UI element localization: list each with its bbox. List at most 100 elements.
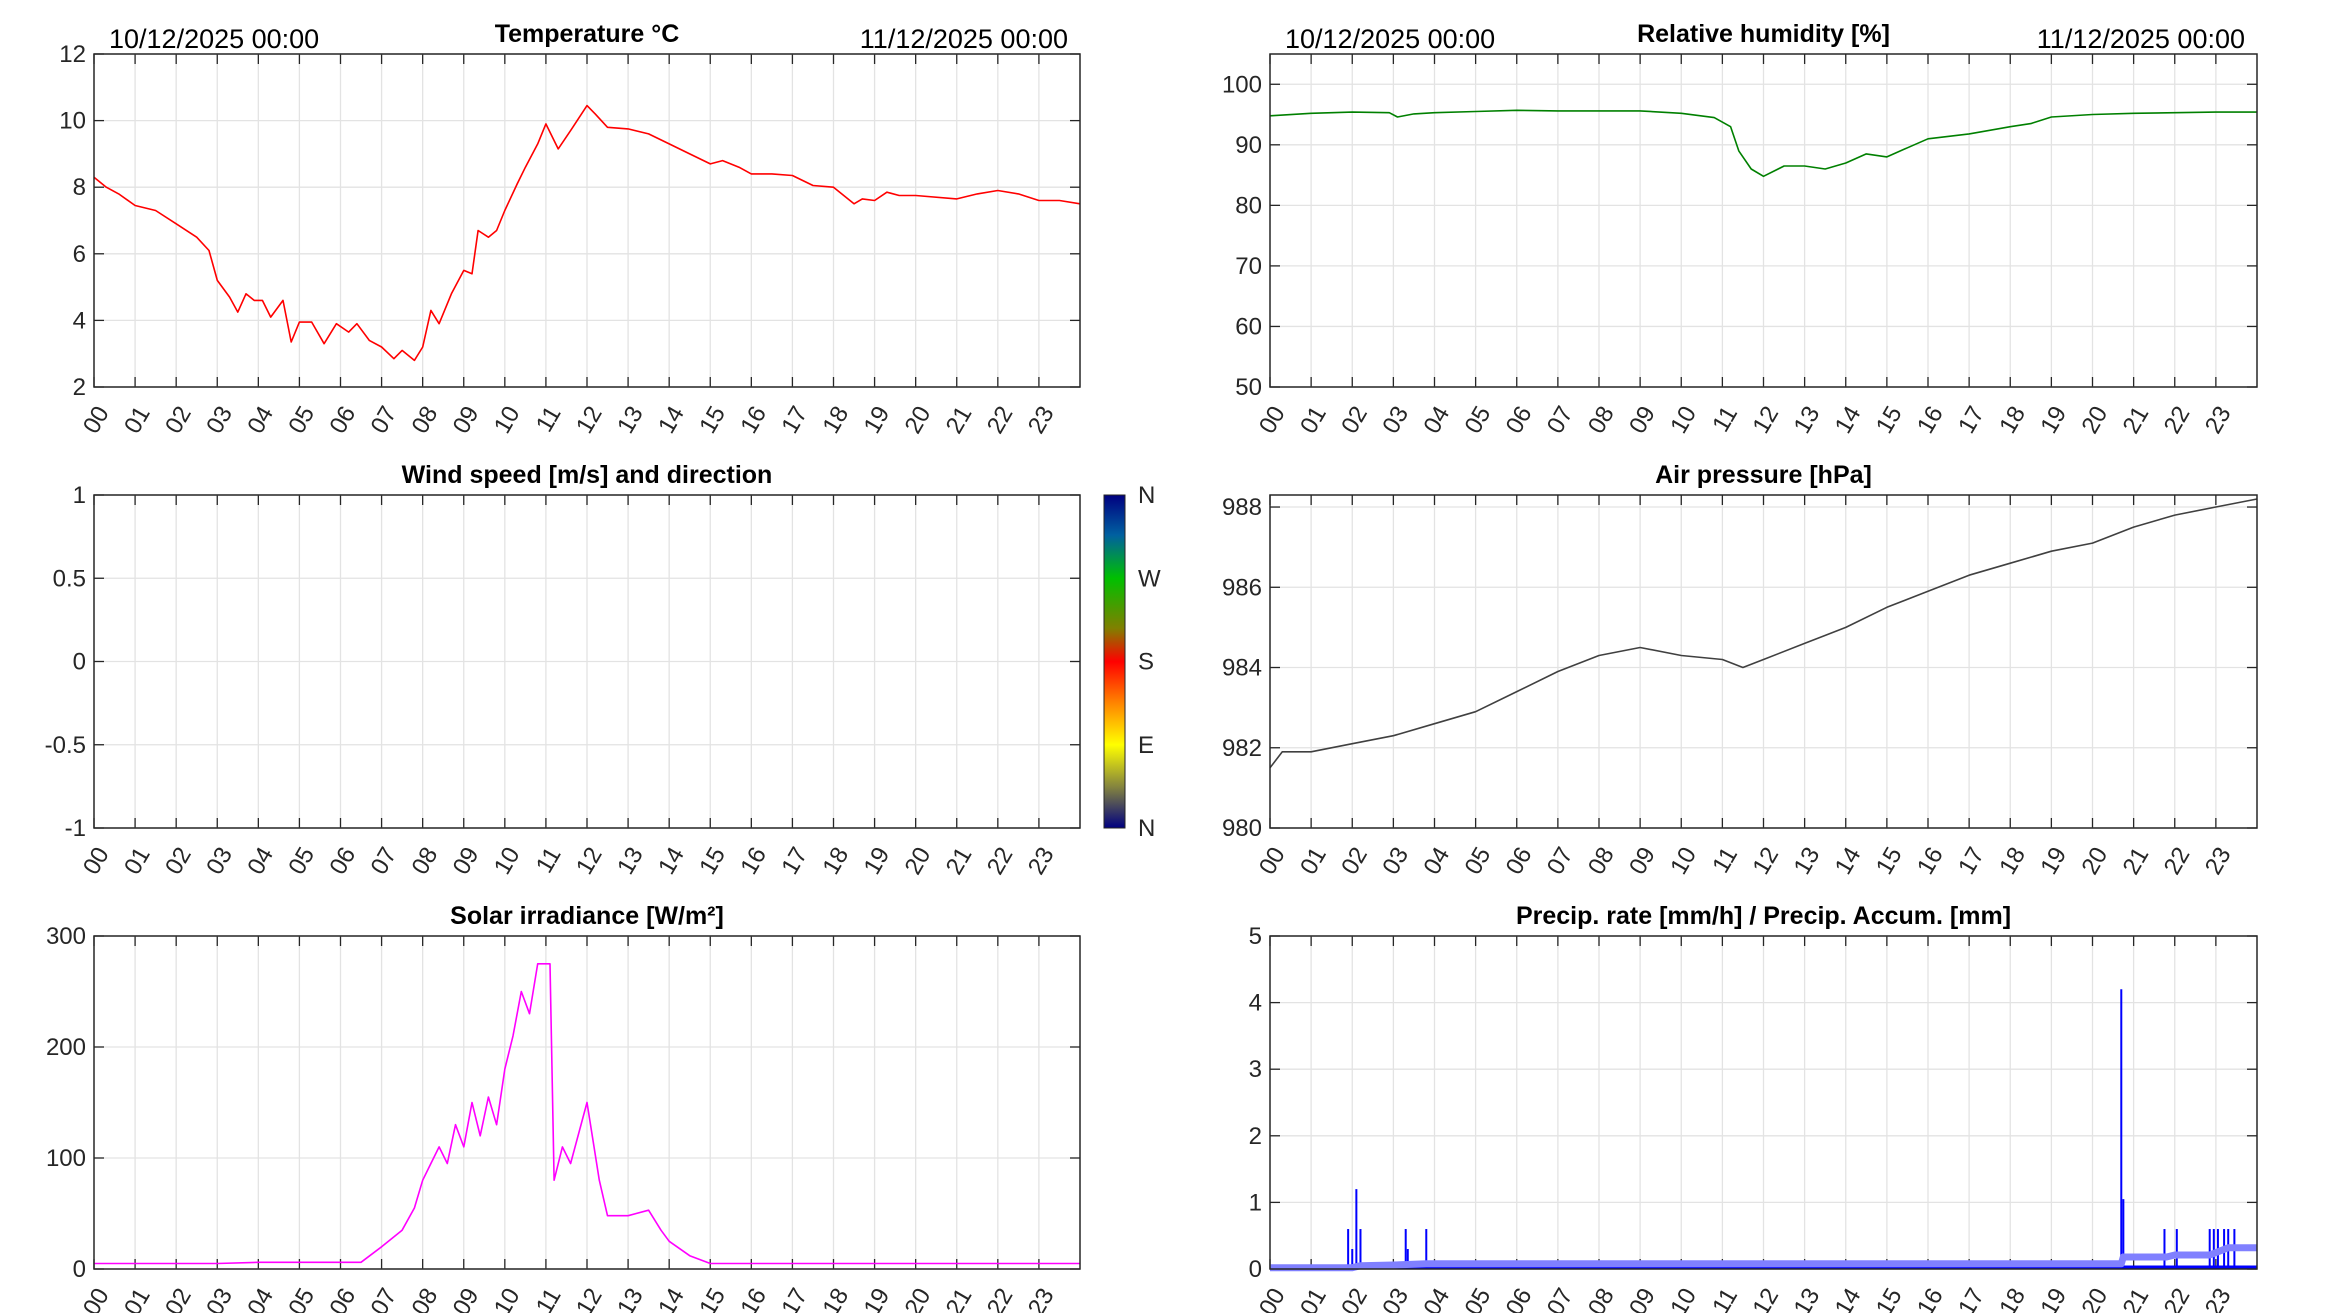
x-tick-label: 04 — [242, 1284, 279, 1313]
colorbar-label: S — [1138, 649, 1154, 676]
x-tick-label: 05 — [283, 402, 320, 439]
x-tick-label: 10 — [489, 1284, 526, 1313]
x-tick-label: 17 — [1953, 1284, 1990, 1313]
end-date-label: 11/12/2025 00:00 — [2037, 24, 2245, 54]
x-tick-label: 09 — [1624, 402, 1661, 439]
y-tick-label: 12 — [59, 41, 86, 68]
axes-box — [1269, 494, 2258, 829]
x-tick-label: 12 — [1747, 402, 1784, 439]
y-tick-label: 10 — [59, 108, 86, 135]
y-tick-label: 300 — [46, 923, 86, 950]
x-tick-label: 18 — [1994, 843, 2031, 880]
x-tick-label: 02 — [1336, 1284, 1373, 1313]
x-tick-label: 09 — [448, 1284, 485, 1313]
x-tick-label: 00 — [78, 843, 115, 880]
x-tick-label: 07 — [1542, 402, 1579, 439]
x-tick-label: 13 — [612, 402, 649, 439]
x-tick-label: 01 — [1295, 843, 1332, 880]
x-tick-label: 19 — [2035, 1284, 2072, 1313]
x-tick-label: 02 — [1336, 402, 1373, 439]
colorbar-label: W — [1138, 565, 1161, 592]
x-tick-label: 16 — [1912, 402, 1949, 439]
x-tick-label: 10 — [1665, 843, 1702, 880]
x-tick-label: 23 — [2200, 843, 2237, 880]
chart-title: Temperature °C — [495, 20, 680, 48]
chart-wind: 00 01 02 03 04 05 06 07 08 09 10 11 12 13 14 15 16 17 18 19… — [45, 461, 1161, 879]
x-tick-label: 16 — [735, 1284, 772, 1313]
colorbar-label: N — [1138, 482, 1155, 509]
x-tick-label: 11 — [1707, 402, 1743, 437]
x-tick-label: 19 — [2035, 843, 2072, 880]
x-tick-label: 20 — [2076, 402, 2113, 439]
x-tick-label: 03 — [201, 1284, 238, 1313]
x-tick-label: 22 — [982, 402, 1019, 439]
x-tick-label: 10 — [1665, 1284, 1702, 1313]
x-tick-label: 07 — [366, 1284, 403, 1313]
x-tick-label: 06 — [324, 843, 361, 880]
x-tick-label: 11 — [1707, 1284, 1743, 1313]
y-tick-label: 4 — [73, 307, 86, 334]
y-tick-label: 100 — [1222, 71, 1262, 98]
x-tick-label: 15 — [694, 1284, 731, 1313]
axes-box — [93, 935, 1081, 1270]
x-tick-label: 13 — [1789, 1284, 1826, 1313]
x-tick-label: 21 — [2118, 402, 2155, 439]
x-tick-label: 18 — [817, 402, 854, 439]
x-tick-label: 01 — [119, 843, 156, 880]
y-tick-label: 2 — [1249, 1123, 1262, 1150]
chart-title: Precip. rate [mm/h] / Precip. Accum. [mm… — [1516, 902, 2011, 930]
x-tick-label: 18 — [817, 1284, 854, 1313]
x-tick-label: 06 — [1501, 1284, 1538, 1313]
x-tick-label: 03 — [201, 843, 238, 880]
x-tick-label: 19 — [2035, 402, 2072, 439]
chart-temperature: 00 01 02 03 04 05 06 07 08 09 10 11 12 13 14 15 16 17 18 19… — [59, 20, 1081, 439]
chart-title: Solar irradiance [W/m²] — [450, 902, 724, 930]
y-tick-label: 3 — [1249, 1056, 1262, 1083]
x-tick-label: 15 — [694, 402, 731, 439]
x-tick-label: 06 — [324, 402, 361, 439]
y-tick-label: 70 — [1235, 253, 1262, 280]
x-tick-label: 13 — [612, 1284, 649, 1313]
y-tick-label: -0.5 — [45, 732, 86, 759]
x-tick-label: 00 — [78, 402, 115, 439]
x-tick-label: 04 — [242, 843, 279, 880]
x-tick-label: 08 — [407, 402, 444, 439]
x-tick-label: 23 — [2200, 1284, 2237, 1313]
x-tick-label: 21 — [941, 402, 978, 439]
x-tick-label: 02 — [160, 402, 197, 439]
x-tick-label: 12 — [571, 843, 608, 880]
x-tick-label: 17 — [1953, 843, 1990, 880]
y-tick-label: 0 — [73, 1256, 86, 1283]
x-tick-label: 18 — [817, 843, 854, 880]
x-tick-label: 08 — [1583, 843, 1620, 880]
x-tick-label: 21 — [2118, 1284, 2155, 1313]
x-tick-label: 18 — [1994, 402, 2031, 439]
x-tick-label: 09 — [448, 402, 485, 439]
x-tick-label: 08 — [407, 1284, 444, 1313]
y-tick-label: 982 — [1222, 735, 1262, 762]
x-tick-label: 13 — [1789, 843, 1826, 880]
series-line-temperature — [93, 104, 1081, 362]
x-tick-label: 22 — [982, 843, 1019, 880]
x-tick-label: 14 — [653, 402, 690, 439]
x-tick-label: 05 — [1460, 843, 1497, 880]
x-tick-label: 15 — [1871, 1284, 1908, 1313]
x-tick-label: 14 — [1830, 1284, 1867, 1313]
x-tick-label: 17 — [776, 1284, 813, 1313]
x-tick-label: 09 — [1624, 843, 1661, 880]
x-tick-label: 16 — [735, 402, 772, 439]
y-tick-label: 8 — [73, 174, 86, 201]
x-tick-label: 21 — [2118, 843, 2155, 880]
y-tick-label: 50 — [1235, 374, 1262, 401]
y-tick-label: 984 — [1222, 655, 1262, 682]
x-tick-label: 21 — [941, 1284, 978, 1313]
x-tick-label: 22 — [2159, 402, 2196, 439]
y-tick-label: 6 — [73, 241, 86, 268]
x-tick-label: 14 — [1830, 843, 1867, 880]
series-line-relative-humidity — [1269, 109, 2257, 178]
x-tick-label: 06 — [1501, 402, 1538, 439]
x-tick-label: 16 — [735, 843, 772, 880]
x-tick-label: 04 — [242, 402, 279, 439]
x-tick-label: 16 — [1912, 1284, 1949, 1313]
